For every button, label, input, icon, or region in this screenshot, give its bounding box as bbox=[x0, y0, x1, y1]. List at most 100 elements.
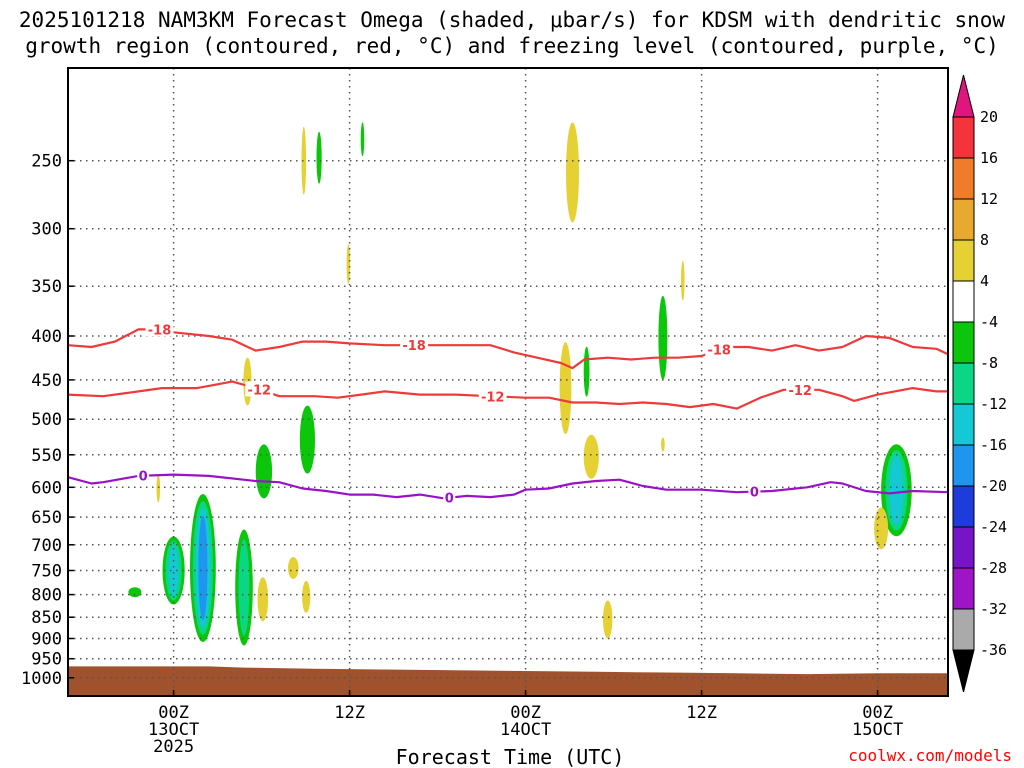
colorbar-segment bbox=[952, 403, 975, 446]
contour-line bbox=[67, 380, 948, 410]
colorbar-label: -20 bbox=[980, 477, 1007, 495]
colorbar-bottom-arrow bbox=[952, 649, 975, 693]
terrain-layer bbox=[68, 666, 948, 696]
y-tick-label: 750 bbox=[31, 562, 62, 582]
omega-blob bbox=[360, 122, 365, 157]
omega-blob bbox=[681, 260, 685, 301]
omega-blob bbox=[658, 295, 668, 380]
chart-title-line2: growth region (contoured, red, °C) and f… bbox=[25, 34, 999, 58]
y-tick-label: 700 bbox=[31, 536, 62, 556]
colorbar-label: -24 bbox=[980, 518, 1007, 536]
credit-link[interactable]: coolwx.com/models bbox=[848, 746, 1012, 765]
x-tick-label: 12Z bbox=[686, 703, 717, 723]
y-tick-label: 650 bbox=[31, 508, 62, 528]
contour-label-bg bbox=[443, 489, 456, 505]
colorbar-label: -36 bbox=[980, 641, 1007, 659]
y-tick-label: 800 bbox=[31, 586, 62, 606]
y-tick-label: 1000 bbox=[21, 669, 62, 689]
contour-layer: -18 -18 -18 -12 -12 -12 0 0 0 bbox=[67, 321, 949, 507]
y-tick-label: 950 bbox=[31, 650, 62, 670]
y-tick-label: 550 bbox=[31, 446, 62, 466]
omega-blob bbox=[566, 122, 579, 223]
colorbar-segment bbox=[952, 362, 975, 405]
omega-blob bbox=[603, 600, 613, 639]
x-tick-label: 00Z bbox=[862, 703, 893, 723]
colorbar-label: -4 bbox=[980, 313, 998, 331]
contour-label: -12 bbox=[788, 384, 812, 399]
omega-blob bbox=[559, 342, 572, 435]
colorbar-top-arrow bbox=[952, 74, 975, 118]
omega-blob bbox=[299, 405, 315, 474]
contour-label: -12 bbox=[248, 383, 272, 398]
colorbar-segment bbox=[952, 321, 975, 364]
chart-title-line1: 2025101218 NAM3KM Forecast Omega (shaded… bbox=[19, 8, 1006, 32]
omega-blob bbox=[889, 455, 904, 525]
colorbar: 20 16 12 8 4 -4 -8 -12 -16 -20 -24 -28 -32 -36 bbox=[952, 74, 1007, 693]
terrain-fill bbox=[68, 666, 948, 696]
x-tick-label: 12Z bbox=[334, 703, 365, 723]
contour-label: 0 bbox=[139, 470, 148, 485]
contour-label: -12 bbox=[481, 390, 505, 405]
colorbar-label: 8 bbox=[980, 231, 989, 249]
colorbar-label: -28 bbox=[980, 559, 1007, 577]
omega-blob bbox=[874, 507, 889, 550]
contour-label: -18 bbox=[148, 323, 172, 338]
contour-label-bg bbox=[748, 483, 761, 499]
colorbar-label: -8 bbox=[980, 354, 998, 372]
colorbar-label: -16 bbox=[980, 436, 1007, 454]
grid-layer bbox=[68, 68, 948, 696]
omega-blob bbox=[302, 580, 311, 613]
omega-blob bbox=[316, 131, 322, 184]
y-tick-label: 300 bbox=[31, 220, 62, 240]
colorbar-label: -12 bbox=[980, 395, 1007, 413]
contour-label: 0 bbox=[750, 486, 759, 501]
y-tick-label: 350 bbox=[31, 277, 62, 297]
colorbar-segment bbox=[952, 239, 975, 282]
omega-blob bbox=[661, 437, 665, 452]
contour-label-bg bbox=[478, 388, 507, 404]
omega-blob bbox=[257, 577, 269, 622]
omega-blob bbox=[583, 434, 599, 479]
contour-label-bg bbox=[145, 321, 174, 337]
y-axis-ticks: 2503003504004505005506006507007508008509… bbox=[21, 152, 74, 689]
colorbar-segment bbox=[952, 157, 975, 200]
plot-frame bbox=[67, 67, 949, 697]
omega-blob bbox=[301, 126, 307, 195]
contour-label-bg bbox=[245, 381, 274, 397]
colorbar-label: 16 bbox=[980, 149, 998, 167]
omega-blob bbox=[583, 346, 590, 397]
x-tick-label: 15OCT bbox=[852, 720, 903, 740]
x-tick-label: 00Z bbox=[510, 703, 541, 723]
colorbar-label: 4 bbox=[980, 272, 989, 290]
omega-blob bbox=[156, 474, 161, 503]
colorbar-label: 12 bbox=[980, 190, 998, 208]
x-tick-label: 00Z bbox=[158, 703, 189, 723]
contour-label-bg bbox=[400, 337, 429, 353]
contour-label: -18 bbox=[402, 339, 426, 354]
contour-label: -18 bbox=[707, 343, 731, 358]
omega-shading-layer bbox=[128, 122, 912, 646]
x-axis-label: Forecast Time (UTC) bbox=[396, 745, 625, 768]
colorbar-segment bbox=[952, 198, 975, 241]
y-tick-label: 850 bbox=[31, 608, 62, 628]
y-tick-label: 500 bbox=[31, 410, 62, 430]
contour-label-bg bbox=[137, 467, 150, 483]
x-tick-label: 2025 bbox=[153, 737, 194, 757]
x-tick-label: 13OCT bbox=[148, 720, 199, 740]
y-tick-label: 900 bbox=[31, 630, 62, 650]
omega-blob bbox=[168, 545, 179, 596]
colorbar-segment bbox=[952, 116, 975, 159]
omega-blob bbox=[238, 539, 250, 636]
contour-line bbox=[67, 473, 949, 500]
y-tick-label: 400 bbox=[31, 327, 62, 347]
colorbar-segment bbox=[952, 567, 975, 610]
colorbar-label: -32 bbox=[980, 600, 1007, 618]
colorbar-segment bbox=[952, 280, 975, 323]
omega-blob bbox=[128, 587, 142, 598]
y-tick-label: 450 bbox=[31, 371, 62, 391]
contour-label-bg bbox=[786, 381, 815, 397]
y-tick-label: 600 bbox=[31, 478, 62, 498]
colorbar-segment bbox=[952, 608, 975, 651]
